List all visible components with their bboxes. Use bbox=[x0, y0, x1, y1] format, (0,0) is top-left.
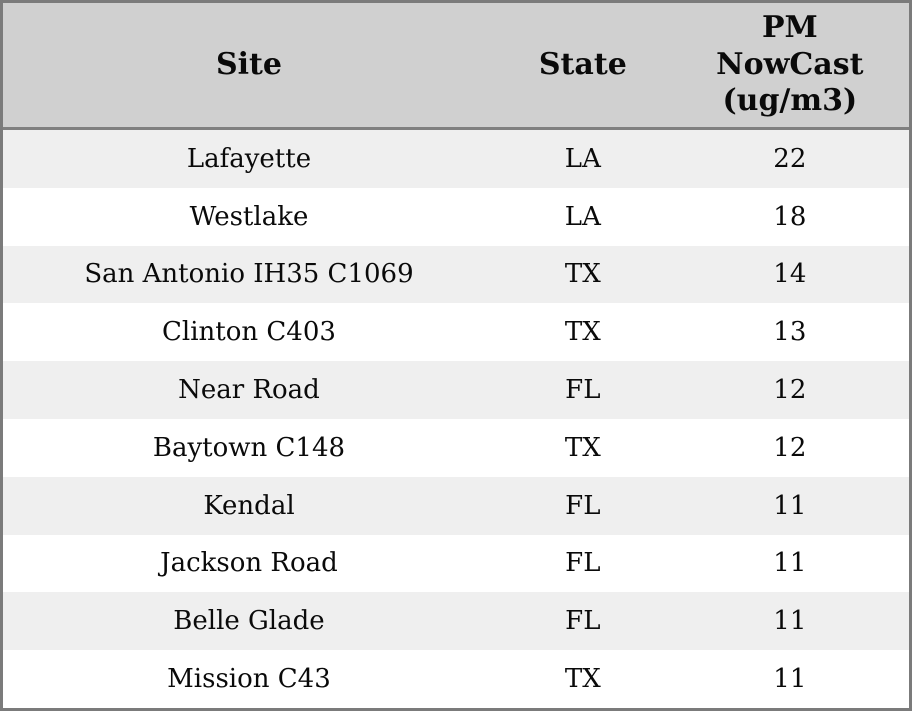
state-cell: TX bbox=[564, 259, 601, 290]
pm-nowcast-cell: 11 bbox=[773, 490, 807, 521]
table-row: Mission C43 TX 11 bbox=[3, 650, 909, 708]
pm-nowcast-cell: 18 bbox=[773, 201, 807, 232]
pm-nowcast-cell: 11 bbox=[773, 606, 807, 637]
state-cell: LA bbox=[564, 201, 601, 232]
state-cell: LA bbox=[564, 143, 601, 174]
site-cell: Lafayette bbox=[186, 143, 312, 174]
table-row: Jackson Road FL 11 bbox=[3, 534, 909, 593]
state-cell: FL bbox=[565, 490, 601, 521]
table-row: Westlake LA 18 bbox=[3, 187, 909, 246]
site-cell: Baytown C148 bbox=[152, 432, 346, 463]
site-cell: Clinton C403 bbox=[162, 317, 336, 348]
table-row: Lafayette LA 22 bbox=[3, 130, 909, 188]
pm-nowcast-header-label: PM NowCast (ug/m3) bbox=[716, 9, 864, 119]
pm-nowcast-cell: 13 bbox=[773, 317, 807, 348]
site-cell: Kendal bbox=[203, 490, 295, 521]
state-cell: TX bbox=[564, 432, 601, 463]
table-header-row: Site State PM NowCast (ug/m3) bbox=[3, 3, 909, 130]
pm-nowcast-cell: 12 bbox=[773, 375, 807, 406]
table-row: Kendal FL 11 bbox=[3, 476, 909, 535]
table-row: Belle Glade FL 11 bbox=[3, 592, 909, 651]
state-cell: TX bbox=[564, 317, 601, 348]
table-row: Baytown C148 TX 12 bbox=[3, 418, 909, 477]
column-header-state: State bbox=[538, 46, 627, 82]
pm-nowcast-cell: 11 bbox=[773, 548, 807, 579]
column-header-pm-nowcast: PM NowCast (ug/m3) bbox=[671, 3, 909, 127]
table-body: Lafayette LA 22 Westlake LA 18 San Anton… bbox=[3, 130, 909, 708]
site-cell: Mission C43 bbox=[167, 664, 331, 695]
site-cell: San Antonio IH35 C1069 bbox=[84, 259, 414, 290]
state-cell: FL bbox=[565, 375, 601, 406]
table-row: San Antonio IH35 C1069 TX 14 bbox=[3, 245, 909, 304]
state-cell: FL bbox=[565, 548, 601, 579]
site-cell: Belle Glade bbox=[173, 606, 325, 637]
site-cell: Westlake bbox=[189, 201, 309, 232]
state-cell: TX bbox=[564, 664, 601, 695]
column-header-site: Site bbox=[215, 46, 282, 82]
site-cell: Jackson Road bbox=[160, 548, 338, 579]
table-row: Clinton C403 TX 13 bbox=[3, 303, 909, 362]
pm-nowcast-cell: 12 bbox=[773, 432, 807, 463]
pm-nowcast-cell: 14 bbox=[773, 259, 807, 290]
site-cell: Near Road bbox=[178, 375, 320, 406]
state-cell: FL bbox=[565, 606, 601, 637]
table-row: Near Road FL 12 bbox=[3, 361, 909, 419]
pm-nowcast-cell: 22 bbox=[773, 143, 807, 174]
pm-nowcast-cell: 11 bbox=[773, 664, 807, 695]
